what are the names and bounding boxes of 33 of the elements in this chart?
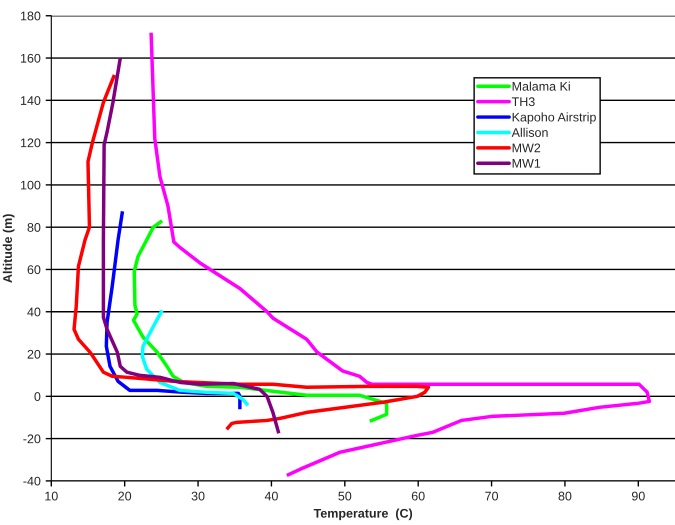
y-tick-label: 160 [20, 54, 40, 63]
line-series [149, 30, 652, 478]
x-tick-label: 20 [118, 492, 132, 500]
x-tick-label: 40 [264, 492, 278, 500]
x-tick-label: 80 [558, 492, 572, 500]
y-tick-label: 140 [20, 96, 40, 105]
y-tick-label: 80 [28, 222, 40, 232]
x-axis-title: Temperature (C) [314, 508, 412, 520]
y-axis-title: Altitude (m) [2, 214, 14, 283]
legend-label: Kapoho Airstrip [512, 112, 596, 124]
legend-label: MW2 [512, 144, 540, 152]
y-tick-label: 20 [28, 350, 40, 359]
x-tick-label: 10 [45, 492, 58, 500]
x-tick-label: 90 [632, 492, 645, 500]
y-tick-label: 40 [27, 308, 40, 316]
y-tick-label: 100 [20, 180, 40, 190]
y-tick-label: 60 [28, 265, 40, 274]
y-tick-label: 0 [34, 392, 40, 401]
line-series [72, 73, 430, 432]
legend-label: TH3 [512, 97, 535, 106]
y-tick-label: 120 [20, 138, 40, 148]
legend-label: Allison [512, 128, 548, 137]
x-tick-label: 30 [192, 492, 205, 500]
legend-label: MW1 [512, 159, 540, 168]
line-series [140, 308, 250, 408]
y-tick-label: -40 [23, 476, 40, 486]
legend-label: Malama Ki [512, 82, 570, 91]
x-tick-label: 70 [485, 492, 498, 500]
y-tick-label: -20 [23, 434, 40, 444]
y-tick-label: 180 [20, 12, 40, 20]
x-tick-label: 50 [338, 492, 352, 500]
x-tick-label: 60 [412, 492, 425, 500]
line-series [102, 56, 280, 436]
